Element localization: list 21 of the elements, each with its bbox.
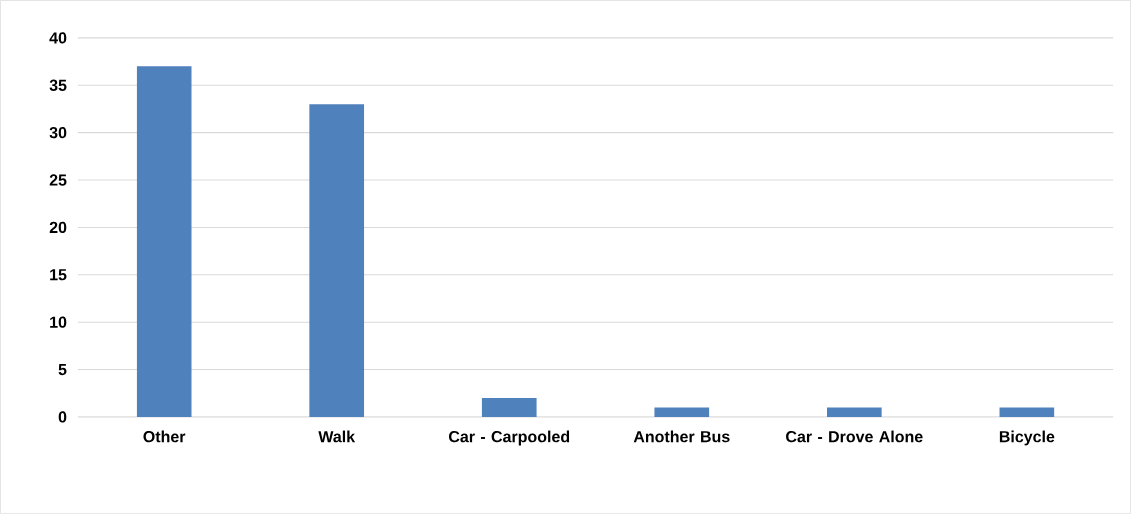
x-tick-label: Car - Carpooled [448,430,570,446]
bar [136,66,192,418]
y-tick-label: 30 [49,127,67,139]
y-tick-label: 0 [58,411,67,423]
bar [999,407,1055,418]
bar [826,407,882,418]
y-tick-label: 20 [49,221,67,234]
y-tick-label: 40 [49,32,67,44]
x-tick-label: Other [143,430,186,443]
x-tick-label: Bicycle [999,430,1055,446]
y-tick-label: 25 [49,174,67,186]
x-tick-label: Car - Drove Alone [786,430,923,443]
bar [309,104,365,418]
x-tick-label: Another Bus [633,430,730,443]
y-tick-label: 10 [50,316,67,328]
y-tick-label: 15 [50,269,67,281]
x-tick-label: Walk [318,430,356,443]
bar [654,407,710,418]
y-tick-label: 5 [58,364,67,376]
y-tick-label: 35 [49,79,67,92]
bar [481,398,537,418]
